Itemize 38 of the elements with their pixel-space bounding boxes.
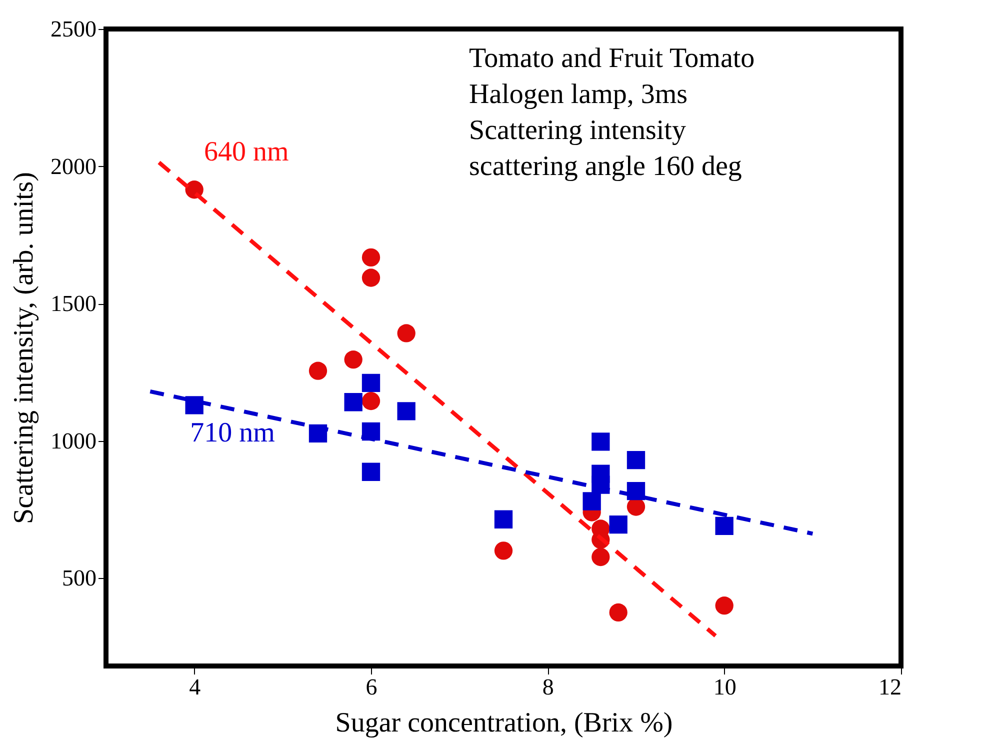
series-label: 710 nm bbox=[190, 417, 276, 448]
point bbox=[362, 248, 380, 267]
point bbox=[494, 542, 513, 560]
point bbox=[626, 450, 646, 470]
annotation: scattering angle 160 deg bbox=[469, 151, 742, 182]
annotation: Tomato and Fruit Tomato bbox=[469, 43, 755, 74]
y-tick-label: 1000 bbox=[50, 428, 96, 454]
y-tick-label: 2500 bbox=[50, 16, 96, 42]
point bbox=[715, 596, 734, 615]
y-tick-label: 500 bbox=[62, 566, 96, 591]
x-axis-title: Sugar concentration, (Brix %) bbox=[335, 708, 673, 738]
point bbox=[344, 393, 362, 412]
point bbox=[397, 402, 416, 420]
x-tick-label: 8 bbox=[542, 674, 554, 700]
x-tick-label: 6 bbox=[366, 674, 378, 700]
y-tick-label: 1500 bbox=[50, 291, 96, 316]
point bbox=[362, 462, 380, 481]
point bbox=[362, 268, 380, 287]
point bbox=[362, 374, 380, 392]
point bbox=[397, 324, 416, 342]
point bbox=[344, 350, 362, 369]
point bbox=[609, 603, 628, 622]
point bbox=[609, 516, 628, 534]
x-tick-label: 10 bbox=[713, 674, 736, 700]
y-tick-label: 2000 bbox=[50, 154, 96, 179]
y-axis-title: Scattering intensity, (arb. units) bbox=[8, 172, 40, 524]
point bbox=[715, 516, 734, 536]
point bbox=[362, 392, 380, 410]
x-tick-label: 4 bbox=[189, 674, 202, 700]
annotation: Scattering intensity bbox=[469, 115, 686, 146]
point bbox=[592, 548, 610, 566]
annotation: Halogen lamp, 3ms bbox=[469, 79, 688, 110]
point bbox=[308, 362, 328, 380]
point bbox=[592, 432, 610, 451]
point bbox=[494, 510, 513, 528]
x-tick-label: 12 bbox=[878, 674, 902, 700]
series-label: 640 nm bbox=[204, 136, 289, 168]
point bbox=[582, 492, 601, 510]
